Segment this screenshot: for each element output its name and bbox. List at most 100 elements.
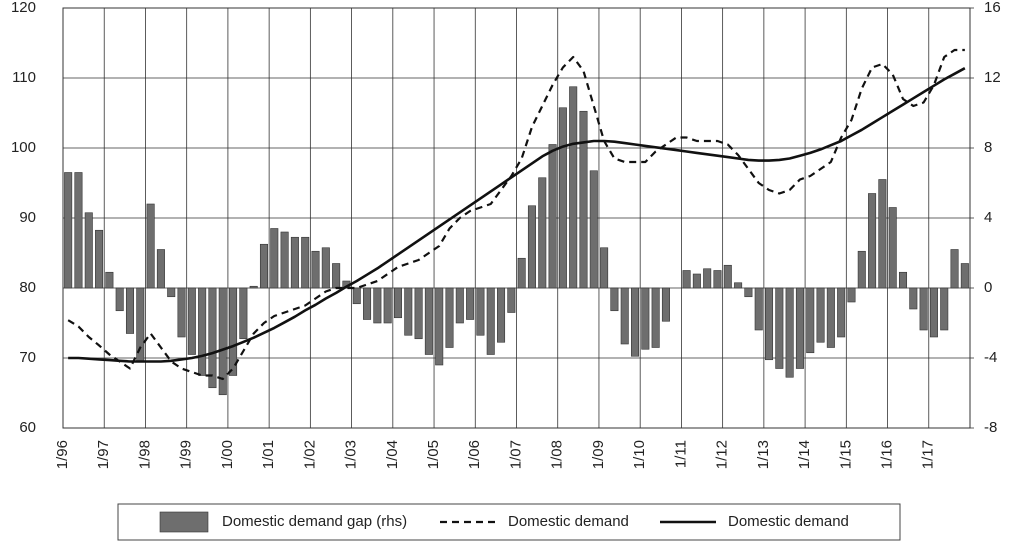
bar bbox=[950, 249, 959, 289]
bar bbox=[105, 271, 114, 289]
y-tick-label: 120 bbox=[11, 0, 36, 16]
x-tick-label: 1/08 bbox=[549, 440, 566, 469]
bar bbox=[775, 287, 784, 369]
bar bbox=[868, 193, 877, 289]
bar bbox=[940, 287, 949, 331]
bar bbox=[393, 287, 402, 319]
bar bbox=[249, 285, 258, 289]
bar bbox=[352, 287, 361, 305]
bar bbox=[84, 212, 93, 289]
bar bbox=[424, 287, 433, 355]
bar bbox=[383, 287, 392, 324]
x-tick-label: 1/05 bbox=[425, 440, 442, 469]
bar bbox=[641, 287, 650, 350]
bar bbox=[321, 247, 330, 289]
y-tick-label: 100 bbox=[11, 139, 36, 156]
bar bbox=[64, 172, 73, 289]
bar bbox=[507, 287, 516, 313]
x-tick-label: 1/15 bbox=[837, 440, 854, 469]
bar bbox=[837, 287, 846, 338]
bar bbox=[259, 243, 268, 289]
x-tick-label: 1/07 bbox=[507, 440, 524, 469]
bar bbox=[826, 287, 835, 348]
y2-tick-label: -8 bbox=[984, 419, 997, 436]
x-tick-label: 1/00 bbox=[219, 440, 236, 469]
bar bbox=[301, 236, 310, 289]
y-tick-label: 110 bbox=[12, 69, 36, 86]
x-tick-label: 1/03 bbox=[343, 440, 360, 469]
bar bbox=[631, 287, 640, 357]
x-tick-label: 1/97 bbox=[95, 440, 112, 469]
bar bbox=[198, 287, 207, 376]
y2-tick-label: 16 bbox=[984, 0, 1001, 16]
bar bbox=[785, 287, 794, 378]
bar bbox=[156, 249, 165, 289]
bar bbox=[620, 287, 629, 345]
bar bbox=[558, 107, 567, 289]
bar bbox=[589, 170, 598, 289]
y2-tick-label: 8 bbox=[984, 139, 992, 156]
bar bbox=[651, 287, 660, 348]
x-tick-label: 1/16 bbox=[879, 440, 896, 469]
bar bbox=[497, 287, 506, 343]
bar bbox=[538, 177, 547, 289]
x-tick-label: 1/12 bbox=[714, 440, 731, 469]
bar bbox=[187, 287, 196, 355]
bar bbox=[661, 287, 670, 322]
x-tick-label: 1/13 bbox=[755, 440, 772, 469]
x-tick-label: 1/02 bbox=[301, 440, 318, 469]
bar bbox=[125, 287, 135, 334]
legend-swatch bbox=[159, 511, 209, 533]
line bbox=[68, 67, 966, 363]
bar bbox=[466, 287, 475, 320]
bar bbox=[177, 287, 186, 338]
bar bbox=[548, 144, 557, 289]
bar bbox=[517, 257, 526, 289]
bar bbox=[765, 287, 774, 361]
bar bbox=[311, 250, 320, 289]
bar bbox=[332, 263, 341, 289]
legend-label: Domestic demand bbox=[508, 513, 629, 530]
x-tick-label: 1/14 bbox=[796, 440, 813, 469]
bar bbox=[960, 263, 969, 289]
y-tick-label: 90 bbox=[19, 209, 36, 226]
x-tick-label: 1/06 bbox=[466, 440, 483, 469]
bar bbox=[847, 287, 856, 303]
bar bbox=[754, 287, 763, 331]
y2-tick-label: 0 bbox=[984, 279, 992, 296]
bar bbox=[270, 228, 279, 289]
bar bbox=[600, 247, 609, 289]
plot-border bbox=[62, 7, 971, 429]
x-tick-label: 1/98 bbox=[136, 440, 153, 469]
bar bbox=[146, 203, 155, 289]
x-tick-label: 1/17 bbox=[920, 440, 937, 469]
bar bbox=[218, 287, 227, 396]
bar bbox=[816, 287, 825, 343]
x-tick-label: 1/96 bbox=[54, 440, 71, 469]
y-tick-label: 70 bbox=[19, 349, 36, 366]
bar bbox=[610, 287, 619, 312]
bar bbox=[445, 287, 454, 348]
bar bbox=[806, 287, 815, 354]
bar bbox=[734, 282, 743, 289]
bar bbox=[167, 287, 176, 298]
bar bbox=[919, 287, 928, 331]
bar bbox=[909, 287, 918, 310]
bar bbox=[898, 271, 908, 289]
bar bbox=[239, 287, 248, 340]
bar bbox=[857, 250, 866, 289]
bar bbox=[290, 236, 299, 289]
bar bbox=[95, 229, 104, 289]
legend-box bbox=[117, 503, 901, 541]
x-tick-label: 1/04 bbox=[384, 440, 401, 469]
x-tick-label: 1/10 bbox=[631, 440, 648, 469]
bar bbox=[476, 287, 485, 336]
bar bbox=[929, 287, 938, 338]
bar bbox=[373, 287, 382, 324]
y2-tick-label: 4 bbox=[984, 209, 992, 226]
bar bbox=[703, 268, 712, 289]
bar bbox=[435, 287, 444, 366]
x-tick-label: 1/01 bbox=[260, 440, 277, 469]
bar bbox=[414, 287, 423, 340]
bar bbox=[486, 287, 495, 355]
